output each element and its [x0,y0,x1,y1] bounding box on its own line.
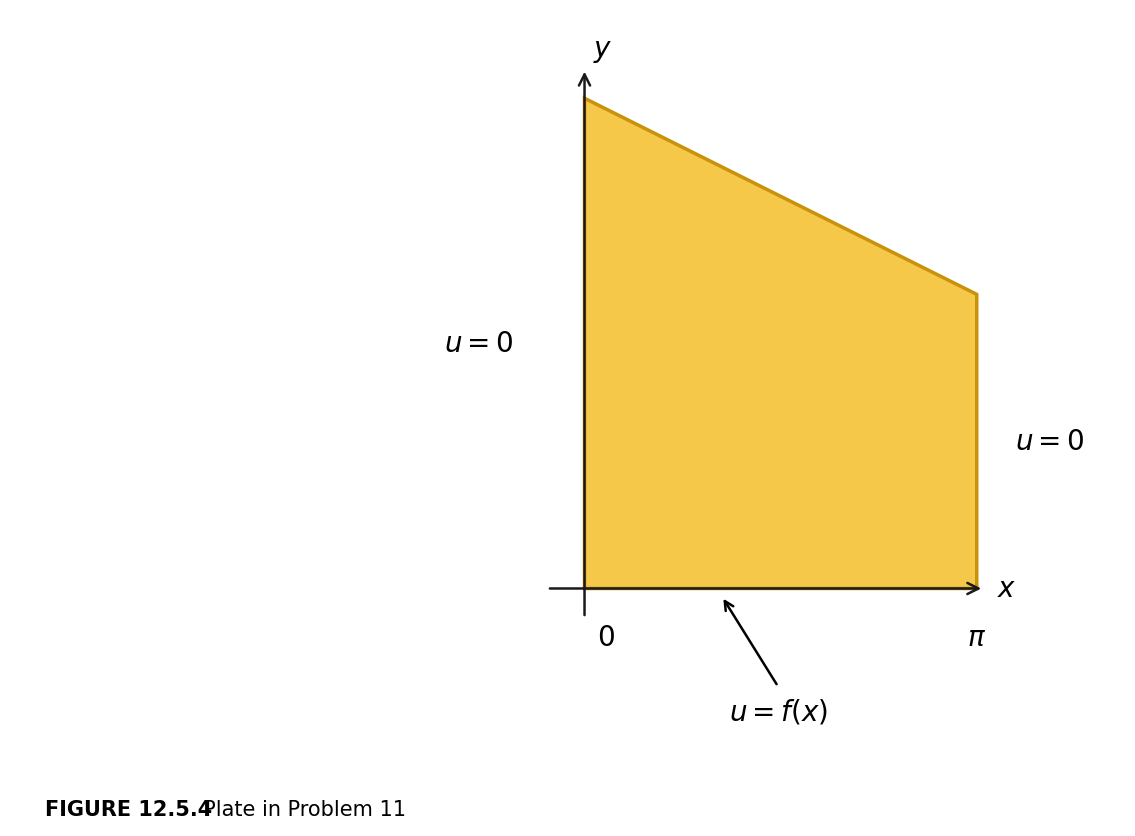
Polygon shape [585,99,977,589]
Text: Plate in Problem 11: Plate in Problem 11 [190,799,405,819]
Text: $u = 0$: $u = 0$ [1016,428,1085,456]
Text: $0$: $0$ [597,623,615,651]
Text: $y$: $y$ [594,37,613,65]
Text: $u = 0$: $u = 0$ [444,330,513,358]
Text: FIGURE 12.5.4: FIGURE 12.5.4 [45,799,212,819]
Text: $x$: $x$ [997,575,1016,603]
Text: $u = f(x)$: $u = f(x)$ [729,696,827,726]
Text: $\pi$: $\pi$ [967,623,986,651]
